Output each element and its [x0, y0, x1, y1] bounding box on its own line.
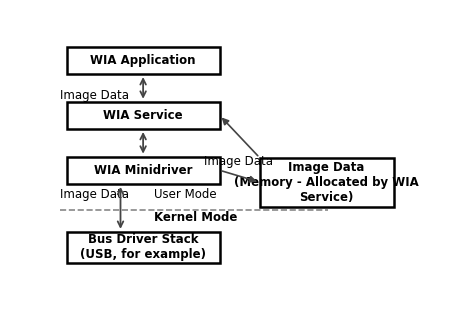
FancyBboxPatch shape: [66, 232, 220, 263]
Text: Image Data: Image Data: [60, 89, 128, 102]
Text: Bus Driver Stack
(USB, for example): Bus Driver Stack (USB, for example): [80, 233, 206, 261]
FancyBboxPatch shape: [66, 157, 220, 184]
Text: WIA Minidriver: WIA Minidriver: [94, 164, 192, 177]
FancyBboxPatch shape: [66, 102, 220, 129]
Text: WIA Application: WIA Application: [90, 54, 196, 67]
Text: Kernel Mode: Kernel Mode: [154, 211, 237, 224]
FancyBboxPatch shape: [66, 47, 220, 74]
Text: WIA Service: WIA Service: [103, 109, 183, 122]
Text: Image Data: Image Data: [60, 188, 128, 201]
FancyBboxPatch shape: [260, 158, 394, 207]
Text: Image Data
(Memory - Allocated by WIA
Service): Image Data (Memory - Allocated by WIA Se…: [234, 161, 419, 204]
Text: User Mode: User Mode: [154, 188, 216, 201]
Text: Image Data: Image Data: [204, 156, 273, 169]
